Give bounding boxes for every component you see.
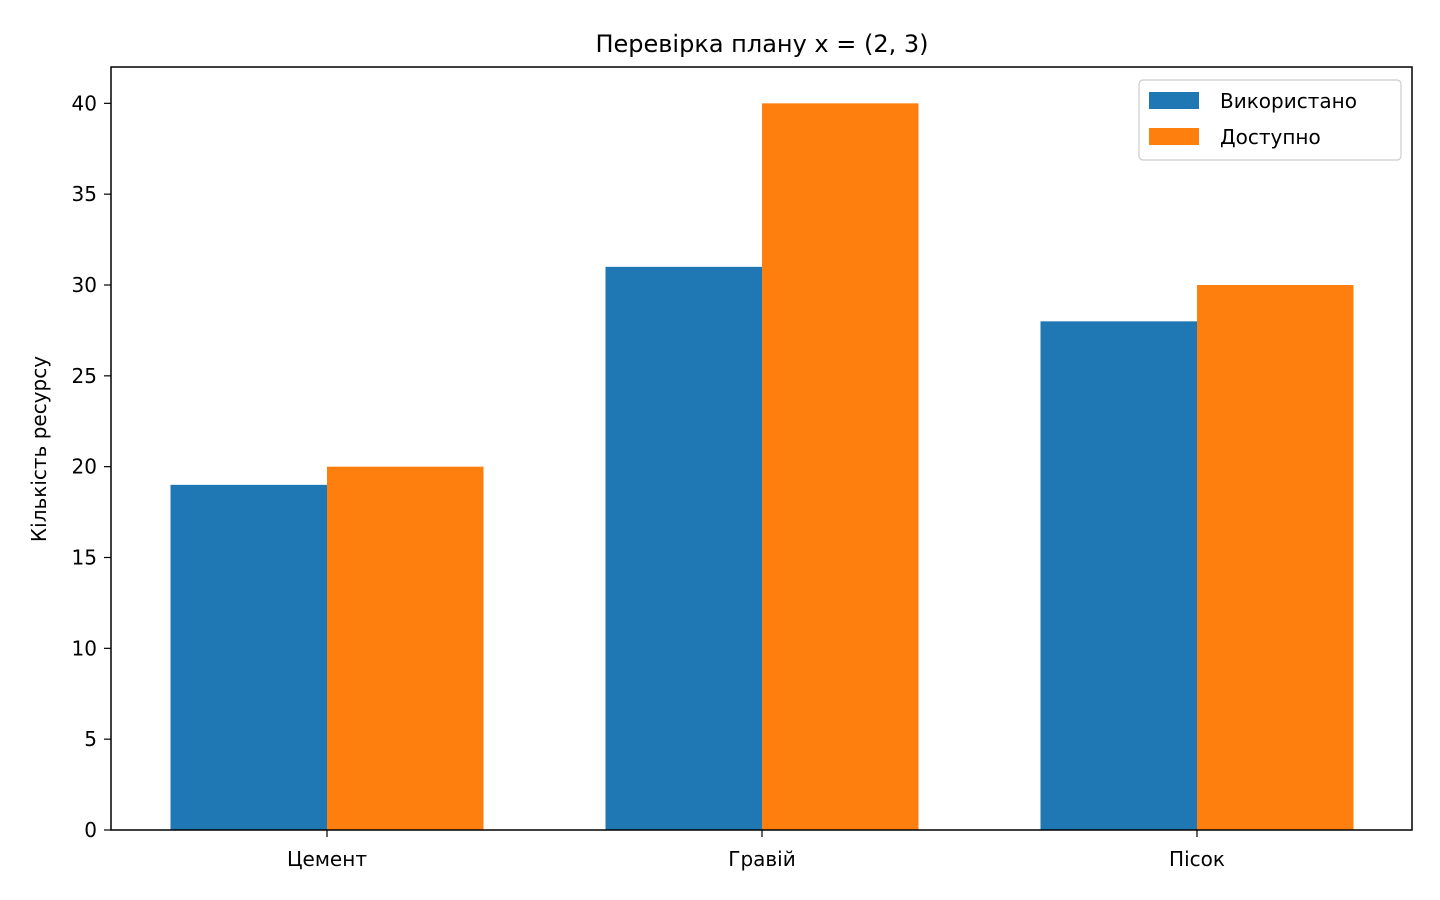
x-tick-label: Гравій (728, 847, 796, 871)
legend-swatch-0 (1149, 92, 1199, 109)
chart-title: Перевірка плану x = (2, 3) (595, 30, 928, 58)
legend-box (1138, 79, 1402, 161)
bar-used-0 (170, 484, 327, 830)
plot-frame (110, 66, 1413, 831)
bar-available-1 (762, 103, 919, 831)
y-tick-label: 35 (72, 182, 97, 206)
bar-used-2 (1040, 321, 1197, 830)
y-axis-label: Кількість ресурсу (27, 356, 51, 542)
bar-available-0 (327, 466, 484, 830)
y-tick-label: 40 (72, 91, 97, 115)
plot-area: 0 5 10 15 20 25 30 35 40 Цемент Гравій Пісок (72, 91, 1354, 871)
legend-swatch-1 (1149, 128, 1199, 145)
y-tick-label: 5 (84, 727, 97, 751)
legend-label-0: Використано (1220, 89, 1357, 113)
y-tick-label: 10 (72, 636, 97, 660)
bar-available-2 (1197, 285, 1354, 830)
x-tick-label: Цемент (287, 847, 367, 871)
y-tick-label: 25 (72, 364, 97, 388)
legend-label-1: Доступно (1220, 125, 1321, 149)
y-tick-label: 20 (72, 455, 97, 479)
legend: Використано Доступно (1138, 79, 1402, 161)
y-tick-label: 15 (72, 546, 97, 570)
bar-used-1 (605, 266, 762, 830)
x-tick-label: Пісок (1169, 847, 1225, 871)
y-tick-label: 30 (72, 273, 97, 297)
y-tick-label: 0 (84, 818, 97, 842)
